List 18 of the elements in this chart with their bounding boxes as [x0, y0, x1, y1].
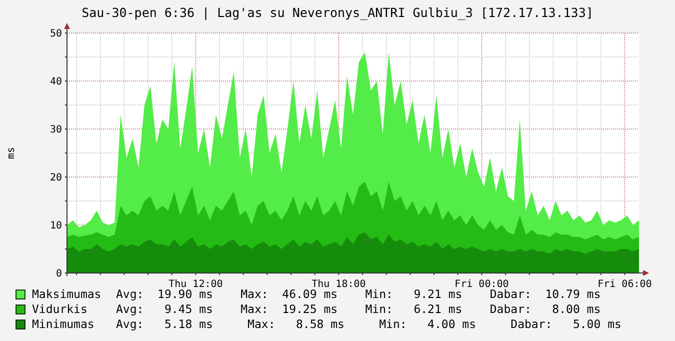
legend-label: Vidurkis [32, 302, 88, 316]
x-tick-label: Fri 06:00 [598, 279, 652, 290]
text: Avg: 19.90 ms Max: 46.09 ms Min: 9.21 ms Dabar: 10.79 ms [116, 287, 601, 301]
y-tick-label: 50 [50, 28, 62, 40]
y-tick-label: 10 [50, 220, 62, 232]
legend-label: Minimumas [32, 317, 94, 331]
y-tick-label: 30 [50, 124, 62, 136]
text: Avg: 9.45 ms Max: 19.25 ms Min: 6.21 ms Dabar: 8.00 ms [116, 302, 601, 316]
y-axis-title: ms [6, 146, 17, 160]
x-tick-label: Thu 12:00 [168, 279, 223, 290]
text: Avg: 5.18 ms Max: 8.58 ms Min: 4.00 ms Dabar: 5.00 ms [116, 317, 622, 331]
y-tick-label: 40 [50, 76, 62, 88]
y-tick-label: 0 [56, 268, 62, 280]
y-tick-label: 20 [50, 172, 62, 184]
x-tick-label: Thu 18:00 [312, 279, 366, 290]
x-tick-label: Fri 00:00 [454, 279, 509, 290]
chart-title: Sau-30-pen 6:36 | Lag'as su Neveronys_ANTRI Gulbiu_3 [172.17.13.133] [82, 5, 594, 20]
legend-label: Maksimumas [32, 287, 102, 301]
